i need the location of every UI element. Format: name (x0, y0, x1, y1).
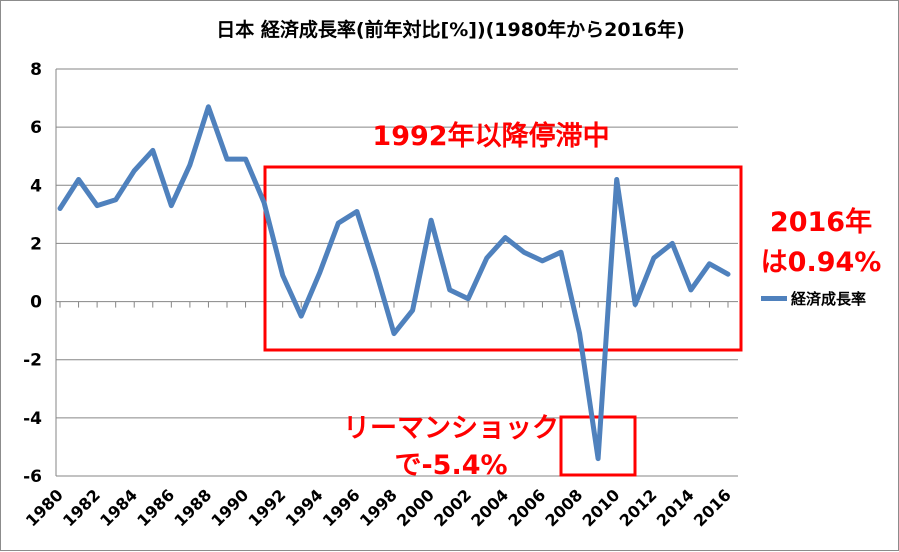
legend-swatch (761, 296, 787, 301)
x-tick-label: 1994 (282, 485, 327, 530)
y-tick-label: -2 (23, 351, 42, 371)
y-tick-label: 6 (30, 118, 42, 138)
stagnation-highlight-box (263, 165, 743, 352)
x-tick-label: 2004 (467, 485, 512, 530)
x-tick-label: 2008 (541, 485, 586, 530)
legend-label: 経済成長率 (791, 290, 867, 308)
x-tick-label: 1988 (170, 485, 215, 530)
x-tick-label: 1998 (356, 485, 401, 530)
x-tick-label: 1986 (133, 485, 178, 530)
y-tick-label: 0 (30, 293, 42, 313)
x-tick-label: 2012 (616, 485, 661, 530)
x-tick-label: 2016 (690, 485, 735, 530)
x-tick-label: 2000 (393, 485, 438, 530)
x-tick-label: 1980 (22, 485, 67, 530)
series-line (57, 104, 731, 462)
latest-value-annotation-line1: 2016年 (769, 207, 873, 238)
axes (55, 69, 738, 476)
x-tick-label: 2010 (579, 485, 624, 530)
y-tick-label: 4 (30, 176, 42, 196)
latest-value-annotation-line2: は0.94% (760, 247, 882, 278)
y-tick-label: 8 (30, 60, 42, 80)
lehman-highlight-box (559, 415, 637, 477)
x-tick-label: 1992 (245, 485, 290, 530)
x-tick-label: 2006 (504, 485, 549, 530)
x-axis-ticks: 1980198219841986198819901992199419961998… (22, 485, 735, 530)
highlight-boxes (263, 165, 743, 477)
y-tick-label: 2 (30, 234, 42, 254)
stagnation-annotation: 1992年以降停滞中 (372, 121, 610, 152)
x-tick-label: 1982 (59, 485, 104, 530)
chart-title: 日本 経済成長率(前年対比[%])(1980年から2016年) (216, 19, 685, 41)
lehman-shock-annotation-line1: リーマンショック (343, 413, 559, 444)
x-tick-label: 1984 (96, 485, 141, 530)
series-layer (57, 104, 731, 462)
x-tick-label: 2014 (653, 485, 698, 530)
y-tick-label: -4 (23, 409, 42, 429)
y-axis-ticks: 8 6 4 2 0 -2 -4 -6 (23, 60, 42, 487)
legend: 経済成長率 (761, 288, 866, 309)
lehman-shock-annotation-line2: で-5.4% (394, 450, 508, 481)
x-tick-label: 1990 (207, 485, 252, 530)
y-tick-label: -6 (23, 467, 42, 487)
x-tick-label: 2002 (430, 485, 475, 530)
x-tick-label: 1996 (319, 485, 364, 530)
